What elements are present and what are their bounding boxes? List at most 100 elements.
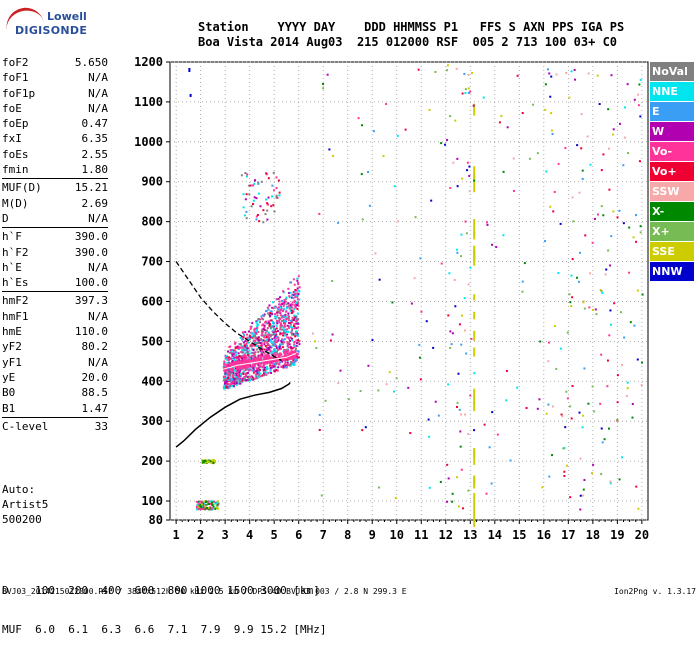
echo-point <box>259 372 262 375</box>
echo-point <box>595 313 598 316</box>
echo-point <box>259 355 262 358</box>
echo-point <box>275 327 278 330</box>
electron-density-profile <box>175 382 291 448</box>
echo-point <box>270 360 273 363</box>
echo-point <box>255 320 258 323</box>
echo-point <box>275 368 278 371</box>
echo-point <box>255 321 258 324</box>
parameter-panel: foF2 5.650 foF1 N/A foF1p N/A foE N/A foEp 0.47 fx… <box>2 55 108 434</box>
echo-point <box>488 446 491 449</box>
echo-point <box>257 367 260 370</box>
echo-point <box>283 354 286 357</box>
echo-point <box>255 358 258 361</box>
echo-point <box>622 222 625 225</box>
echo-point <box>263 329 266 332</box>
echo-point <box>239 336 242 339</box>
echo-point <box>291 303 294 306</box>
echo-point <box>581 426 584 429</box>
echo-point <box>606 359 609 362</box>
echo-point <box>283 348 286 351</box>
echo-point <box>635 214 638 217</box>
echo-point <box>256 372 259 375</box>
echo-point <box>263 325 266 328</box>
echo-point <box>246 351 249 354</box>
echo-point <box>292 355 295 358</box>
echo-point <box>239 369 242 372</box>
echo-point <box>270 345 273 348</box>
echo-point <box>287 302 290 305</box>
echo-point <box>267 312 270 315</box>
echo-point <box>586 135 589 138</box>
echo-point <box>242 206 245 209</box>
echo-point <box>275 356 278 359</box>
echo-point <box>462 507 465 510</box>
echo-point <box>467 73 470 76</box>
echo-point <box>259 368 262 371</box>
interference-line <box>473 174 476 193</box>
echo-point <box>322 87 325 90</box>
param-row: h`F 390.0 <box>2 229 108 244</box>
echo-point <box>446 69 449 72</box>
x-tick-label: 10 <box>390 528 404 542</box>
echo-point <box>256 319 259 322</box>
echo-point <box>528 157 531 160</box>
echo-point <box>293 325 296 328</box>
echo-point <box>274 338 277 341</box>
echo-point <box>458 505 461 508</box>
echo-point <box>245 355 248 358</box>
echo-point <box>267 308 270 311</box>
echo-point <box>239 361 242 364</box>
echo-point <box>265 310 268 313</box>
echo-point <box>255 376 258 379</box>
echo-point <box>260 315 263 318</box>
echo-point <box>258 321 261 324</box>
echo-point <box>243 378 246 381</box>
echo-point <box>269 319 272 322</box>
echo-point <box>545 170 548 173</box>
echo-point <box>279 328 282 331</box>
echo-point <box>600 289 603 292</box>
param-value: 390.0 <box>74 230 108 244</box>
echo-point <box>199 503 202 506</box>
echo-point <box>467 87 470 90</box>
echo-point <box>584 234 587 237</box>
echo-point <box>609 264 612 267</box>
echo-point <box>628 271 631 274</box>
echo-point <box>278 345 281 348</box>
echo-point <box>222 365 225 368</box>
echo-point <box>573 68 576 71</box>
echo-point <box>289 323 292 326</box>
echo-point <box>272 307 275 310</box>
echo-point <box>293 323 296 326</box>
echo-point <box>263 313 266 316</box>
echo-point <box>592 463 595 466</box>
echo-point <box>251 336 254 339</box>
echo-point <box>631 403 634 406</box>
echo-point <box>239 368 242 371</box>
echo-point <box>638 83 641 86</box>
echo-point <box>583 479 586 482</box>
echo-point <box>582 414 585 417</box>
echo-point <box>282 332 285 335</box>
echo-point <box>267 335 270 338</box>
plot-frame <box>169 61 649 521</box>
digisonde-logo: Lowell DIGISONDE <box>2 3 89 46</box>
echo-point <box>553 324 556 327</box>
echo-point <box>286 361 289 364</box>
echo-point <box>464 88 467 91</box>
echo-point <box>604 273 607 276</box>
echo-point <box>278 319 281 322</box>
param-row: M(D) 2.69 <box>2 196 108 211</box>
echo-point <box>277 179 280 182</box>
echo-point <box>500 114 503 117</box>
echo-point <box>637 507 640 510</box>
echo-point <box>562 447 565 450</box>
echo-point <box>245 342 248 345</box>
echo-point <box>619 311 622 314</box>
echo-point <box>253 327 256 330</box>
echo-point <box>208 507 211 510</box>
echo-point <box>267 331 270 334</box>
param-name: h`F2 <box>2 245 29 259</box>
echo-point <box>257 347 260 350</box>
echo-point <box>272 301 275 304</box>
